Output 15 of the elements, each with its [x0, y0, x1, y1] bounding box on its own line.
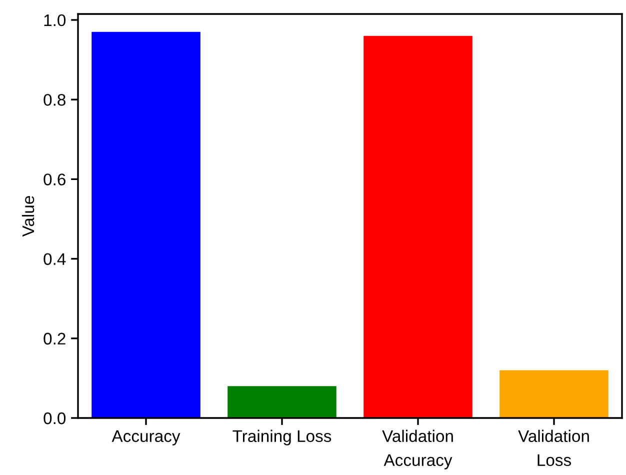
y-tick-label: 0.8 — [44, 94, 66, 106]
x-tick-label: Training Loss — [232, 430, 332, 446]
bar — [500, 370, 608, 418]
bar — [228, 386, 336, 418]
bar — [92, 32, 200, 418]
bar — [364, 36, 472, 418]
y-tick-label: 0.2 — [44, 332, 66, 345]
x-tick-label: Validation Accuracy — [382, 430, 453, 470]
x-tick-label: Validation Loss — [518, 430, 589, 466]
y-tick-label: 0.6 — [44, 174, 66, 186]
y-tick-label: 0.4 — [44, 253, 66, 265]
y-tick-label: 1.0 — [44, 14, 66, 26]
y-tick-label: 0.0 — [44, 412, 66, 424]
y-axis-title: Value — [22, 196, 34, 237]
x-tick-label: Accuracy — [112, 430, 180, 446]
